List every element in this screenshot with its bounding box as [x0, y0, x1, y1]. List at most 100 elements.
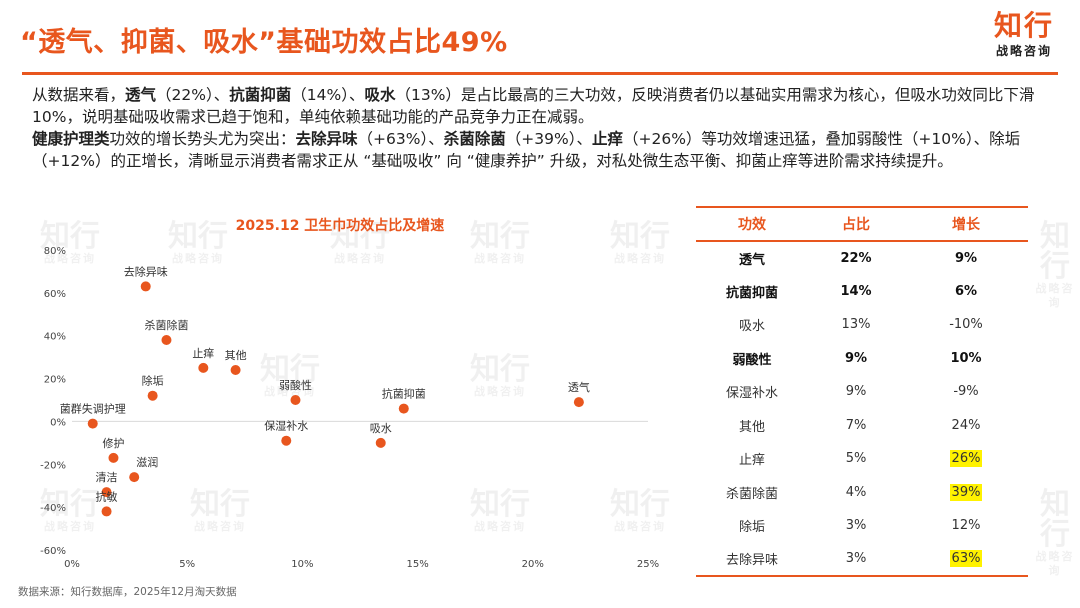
y-tick-label: -60%	[40, 546, 66, 557]
cell-growth: 9%	[954, 250, 978, 266]
data-point	[290, 395, 301, 405]
growth-highlight: 26%	[949, 450, 983, 468]
x-tick-label: 20%	[522, 559, 544, 570]
cell-growth: 63%	[904, 542, 1028, 577]
y-tick-label: 20%	[44, 375, 66, 386]
cell-share: 13%	[841, 317, 871, 333]
data-point-label: 其他	[225, 349, 247, 362]
data-point-label: 去除异味	[124, 264, 168, 278]
table-row: 除垢 3% 12%	[696, 509, 1028, 543]
growth-highlight: 39%	[949, 483, 983, 501]
data-point	[375, 437, 386, 448]
chart-title: 2025.12 卫生巾功效占比及增速	[236, 217, 445, 234]
cell-efficacy: 杀菌除菌	[725, 486, 778, 502]
cell-share: 7%	[845, 417, 867, 433]
y-tick-label: -40%	[40, 503, 66, 514]
growth-highlight: 63%	[949, 550, 983, 568]
y-tick-label: 40%	[44, 332, 66, 343]
table-row: 吸水 13% -10%	[696, 308, 1028, 342]
table-row: 止痒 5% 26%	[696, 442, 1028, 476]
data-point-label: 保湿补水	[264, 419, 308, 433]
data-point	[101, 487, 112, 498]
cell-share: 4%	[845, 484, 867, 500]
x-tick-label: 15%	[406, 559, 428, 570]
data-point-label: 透气	[568, 380, 590, 394]
y-tick-label: 0%	[50, 417, 66, 428]
table-row: 保湿补水 9% -9%	[696, 375, 1028, 409]
cell-efficacy: 除垢	[738, 520, 765, 536]
watermark: 知行 战略咨询	[1035, 219, 1075, 310]
page-title: “透气、抑菌、吸水”基础功效占比49%	[20, 27, 508, 58]
title-divider	[22, 72, 1058, 75]
y-tick-label: 80%	[44, 246, 66, 257]
cell-share: 9%	[845, 384, 867, 400]
data-point-label: 清洁	[96, 471, 118, 484]
watermark: 知行 战略咨询	[1035, 487, 1075, 578]
x-tick-label: 5%	[179, 559, 195, 570]
table-row: 弱酸性 9% 10%	[696, 342, 1028, 376]
cell-growth: 24%	[951, 417, 981, 433]
cell-share: 3%	[845, 518, 867, 534]
x-tick-label: 0%	[64, 559, 80, 570]
cell-share: 5%	[845, 451, 867, 467]
data-point	[140, 281, 151, 292]
brand-logo: 知行 战略咨询	[994, 10, 1054, 59]
logo-main-text: 知行	[993, 9, 1054, 42]
data-point-label: 杀菌除菌	[144, 318, 188, 332]
table-row: 抗菌抑菌 14% 6%	[696, 275, 1028, 309]
summary-paragraph-2: 健康护理类功效的增长势头尤为突出：去除异味（+63%）、杀菌除菌（+39%）、止…	[32, 130, 1021, 170]
cell-growth: 26%	[904, 442, 1028, 476]
cell-growth: 12%	[951, 518, 981, 534]
y-tick-label: 60%	[44, 289, 66, 300]
data-point	[108, 452, 119, 463]
summary-text: 从数据来看，透气（22%）、抗菌抑菌（14%）、吸水（13%）是占比最高的三大功…	[32, 84, 1062, 172]
cell-efficacy: 弱酸性	[732, 352, 772, 368]
logo-sub-text: 战略咨询	[995, 44, 1052, 58]
y-tick-label: -20%	[40, 460, 66, 471]
data-point-label: 修护	[102, 436, 124, 450]
cell-efficacy: 止痒	[738, 453, 765, 469]
cell-efficacy: 保湿补水	[725, 386, 778, 402]
cell-efficacy: 抗菌抑菌	[725, 285, 778, 301]
cell-growth: 10%	[950, 350, 982, 366]
data-point-label: 吸水	[370, 422, 392, 435]
cell-efficacy: 去除异味	[696, 542, 808, 577]
data-point	[281, 435, 292, 446]
cell-growth: -10%	[949, 317, 983, 333]
table-header-row: 功效 占比 增长	[696, 206, 1028, 242]
cell-growth: 39%	[904, 476, 1028, 510]
data-source: 数据来源：知行数据库，2025年12月淘天数据	[18, 586, 237, 598]
data-point	[573, 397, 584, 408]
col-header-efficacy: 功效	[696, 206, 808, 242]
data-point	[129, 472, 140, 483]
efficacy-table: 功效 占比 增长 透气 22% 9% 抗菌抑菌 14% 6% 吸水 13% -10% 弱酸性 9% 1…	[696, 206, 1028, 577]
cell-share: 22%	[840, 250, 872, 266]
table-row: 去除异味 3% 63%	[696, 542, 1028, 577]
cell-efficacy: 透气	[738, 252, 765, 268]
cell-share: 14%	[840, 283, 872, 299]
data-point-label: 滋润	[136, 455, 158, 469]
x-tick-label: 25%	[637, 559, 659, 570]
cell-share: 9%	[844, 350, 868, 366]
cell-share: 3%	[808, 542, 904, 577]
data-point	[161, 335, 172, 345]
data-point	[87, 418, 98, 429]
cell-efficacy: 其他	[738, 419, 765, 435]
data-point	[398, 403, 409, 414]
y-axis-ticks: 80% 60% 40% 20% 0% -20% -40% -60%	[40, 246, 66, 557]
data-point	[101, 506, 112, 517]
summary-paragraph-1: 从数据来看，透气（22%）、抗菌抑菌（14%）、吸水（13%）是占比最高的三大功…	[32, 86, 1035, 126]
table-row: 杀菌除菌 4% 39%	[696, 476, 1028, 510]
data-point	[198, 362, 209, 373]
cell-efficacy: 吸水	[738, 319, 765, 335]
scatter-chart: 2025.12 卫生巾功效占比及增速 80% 60% 40% 20% 0% -20% -40…	[40, 217, 659, 570]
data-point-label: 弱酸性	[279, 378, 312, 392]
data-point-label: 除垢	[142, 374, 164, 388]
table-row: 透气 22% 9%	[696, 241, 1028, 275]
cell-growth: 6%	[954, 283, 978, 299]
x-axis-ticks: 0% 5% 10% 15% 20% 25%	[64, 559, 659, 570]
data-point	[230, 365, 241, 375]
data-point-label: 抗敏	[96, 489, 118, 503]
col-header-share: 占比	[808, 206, 904, 242]
